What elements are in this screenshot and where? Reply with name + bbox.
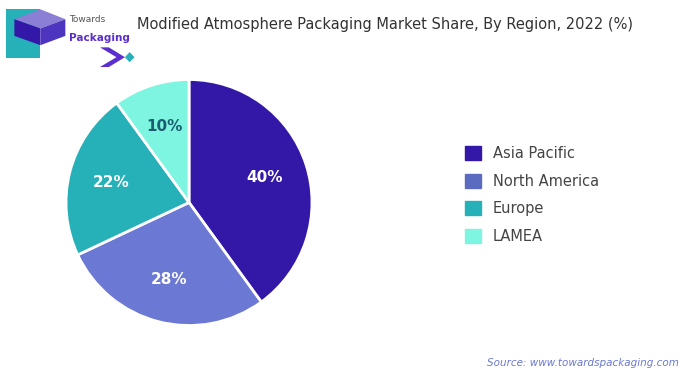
Bar xyxy=(6,9,41,58)
Text: Towards: Towards xyxy=(69,15,105,24)
Text: 10%: 10% xyxy=(146,119,183,134)
Text: Packaging: Packaging xyxy=(69,33,130,43)
Wedge shape xyxy=(189,80,312,302)
Wedge shape xyxy=(66,103,189,255)
Text: 28%: 28% xyxy=(150,273,188,288)
Polygon shape xyxy=(14,9,65,28)
Legend: Asia Pacific, North America, Europe, LAMEA: Asia Pacific, North America, Europe, LAM… xyxy=(465,146,599,244)
Text: Source: www.towardspackaging.com: Source: www.towardspackaging.com xyxy=(487,358,679,368)
Text: 40%: 40% xyxy=(247,170,284,185)
Polygon shape xyxy=(100,47,125,67)
Wedge shape xyxy=(78,202,261,326)
Wedge shape xyxy=(117,80,189,203)
Polygon shape xyxy=(125,52,134,62)
Polygon shape xyxy=(14,19,41,45)
Polygon shape xyxy=(41,19,65,45)
Text: Modified Atmosphere Packaging Market Share, By Region, 2022 (%): Modified Atmosphere Packaging Market Sha… xyxy=(137,17,633,32)
Text: 22%: 22% xyxy=(93,175,130,190)
